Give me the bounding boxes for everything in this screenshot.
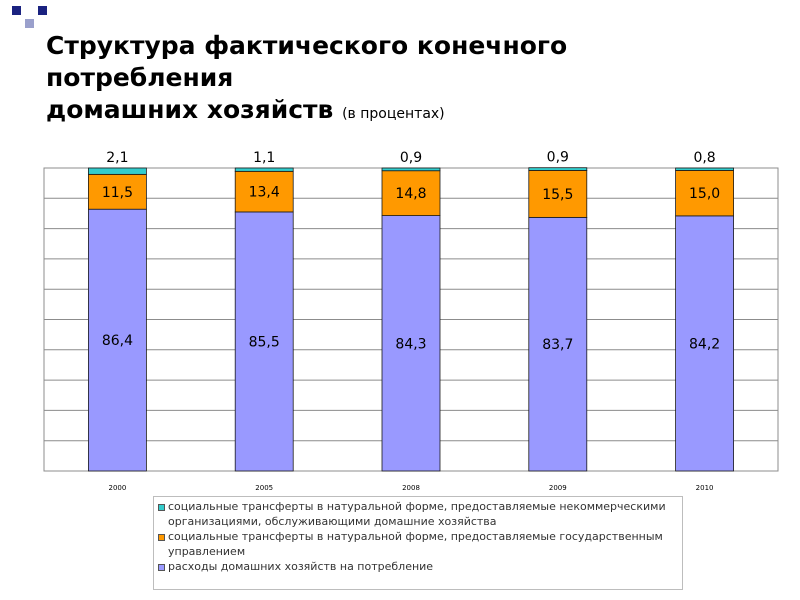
data-labels: 86,4 11,5 2,1 85,5 13,4 1,1 84,3 14,8 0,9 83,7 15,… xyxy=(102,150,720,353)
x-tick-label: 2009 xyxy=(549,484,567,492)
legend-swatch xyxy=(158,564,165,571)
bar-segment xyxy=(528,167,588,171)
bar-segment xyxy=(381,215,441,472)
slide-title: Структура фактического конечного потребл… xyxy=(46,30,567,130)
data-label: 14,8 xyxy=(395,186,426,202)
data-label: 84,2 xyxy=(689,336,720,352)
legend-item-ngo-transfers: социальные трансферты в натуральной форм… xyxy=(158,500,678,529)
bar-segment xyxy=(528,216,588,472)
data-label: 83,7 xyxy=(542,337,573,353)
data-label: 0,9 xyxy=(400,150,422,166)
x-tick-label: 2005 xyxy=(255,484,273,492)
x-tick-label: 2008 xyxy=(402,484,420,492)
data-label: 11,5 xyxy=(102,185,133,201)
title-unit-note: (в процентах) xyxy=(342,106,445,122)
bar-segment xyxy=(88,173,147,210)
x-tick-label: 2000 xyxy=(108,484,126,492)
title-line-1: Структура фактического конечного xyxy=(46,31,568,60)
bar-segment xyxy=(675,167,734,171)
title-line-3: домашних хозяйств xyxy=(46,95,334,124)
chart-legend: социальные трансферты в натуральной форм… xyxy=(153,496,683,590)
data-label: 15,5 xyxy=(542,187,573,203)
bar-segment xyxy=(234,170,294,213)
data-label: 13,4 xyxy=(249,185,280,201)
legend-label: социальные трансферты в натуральной форм… xyxy=(168,530,663,558)
data-label: 15,0 xyxy=(689,186,720,202)
data-label: 1,1 xyxy=(253,150,275,166)
legend-item-gov-transfers: социальные трансферты в натуральной форм… xyxy=(158,530,678,559)
title-line-2: потребления xyxy=(46,63,234,92)
bar-segment xyxy=(234,211,294,472)
bar-series xyxy=(88,167,734,472)
legend-swatch xyxy=(158,504,165,511)
data-label: 2,1 xyxy=(106,150,128,166)
legend-label: социальные трансферты в натуральной форм… xyxy=(168,500,666,528)
bar-segment xyxy=(88,167,147,175)
data-label: 0,8 xyxy=(693,150,715,166)
x-tick-label: 2010 xyxy=(696,484,714,492)
deco-square xyxy=(38,6,47,15)
bar-segment xyxy=(234,167,294,172)
data-label: 86,4 xyxy=(102,333,133,349)
deco-square xyxy=(25,19,34,28)
data-label: 0,9 xyxy=(547,150,569,166)
legend-label: расходы домашних хозяйств на потребление xyxy=(168,560,434,573)
legend-swatch xyxy=(158,534,165,541)
data-label: 84,3 xyxy=(395,336,426,352)
x-axis-ticks: 2000 2005 2008 2009 2010 xyxy=(108,484,713,492)
bar-segment xyxy=(381,170,441,216)
legend-item-household-spending: расходы домашних хозяйств на потребление xyxy=(158,560,678,575)
corner-decoration xyxy=(12,6,47,28)
data-label: 85,5 xyxy=(249,334,280,350)
deco-square xyxy=(12,6,21,15)
bar-segment xyxy=(381,167,441,172)
